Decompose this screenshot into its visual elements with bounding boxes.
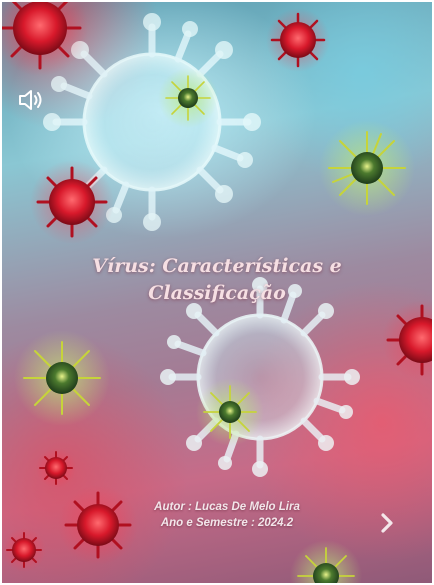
chevron-right-icon (381, 513, 393, 533)
slide-title-line-2: Classificação (148, 282, 286, 304)
term-line: Ano e Semestre : 2024.2 (160, 517, 294, 529)
speaker-icon (19, 90, 42, 110)
next-slide-button[interactable] (374, 510, 400, 536)
slide-title: Vírus: Características e Classificação (22, 253, 412, 307)
slide-title-line-1: Vírus: Características e (92, 255, 342, 277)
slide-credits: Autor : Lucas De Melo Lira Ano e Semestr… (117, 499, 337, 531)
author-line: Autor : Lucas De Melo Lira (154, 501, 300, 513)
audio-toggle-button[interactable] (16, 86, 46, 114)
